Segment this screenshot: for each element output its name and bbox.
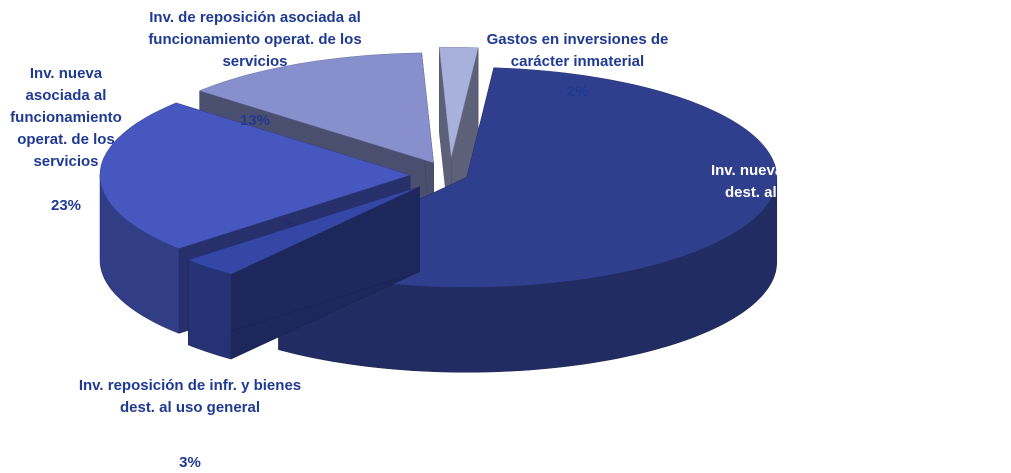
slice xyxy=(99,102,411,249)
slice-percent: 3% xyxy=(179,454,201,471)
slice-side xyxy=(188,259,232,360)
slice xyxy=(198,52,434,164)
slice-percent: 23% xyxy=(50,197,82,214)
slice-label: Inv. nueva asociada al funcionamiento op… xyxy=(10,65,122,170)
slice-percent: 2% xyxy=(566,83,589,100)
slice xyxy=(187,186,420,275)
slice-label: Inv. reposición de infr. y bienes dest. … xyxy=(78,377,302,416)
slice-percent: 13% xyxy=(239,112,271,129)
slice-percent: 59% xyxy=(779,249,811,266)
slice-label: Gastos en inversiones de carácter inmate… xyxy=(486,31,669,70)
slice-label: Inv. nueva infr. y bienes dest. al uso g… xyxy=(710,162,880,201)
slice xyxy=(439,47,479,158)
slice-label: Inv. de reposición asociada al funcionam… xyxy=(148,9,362,70)
